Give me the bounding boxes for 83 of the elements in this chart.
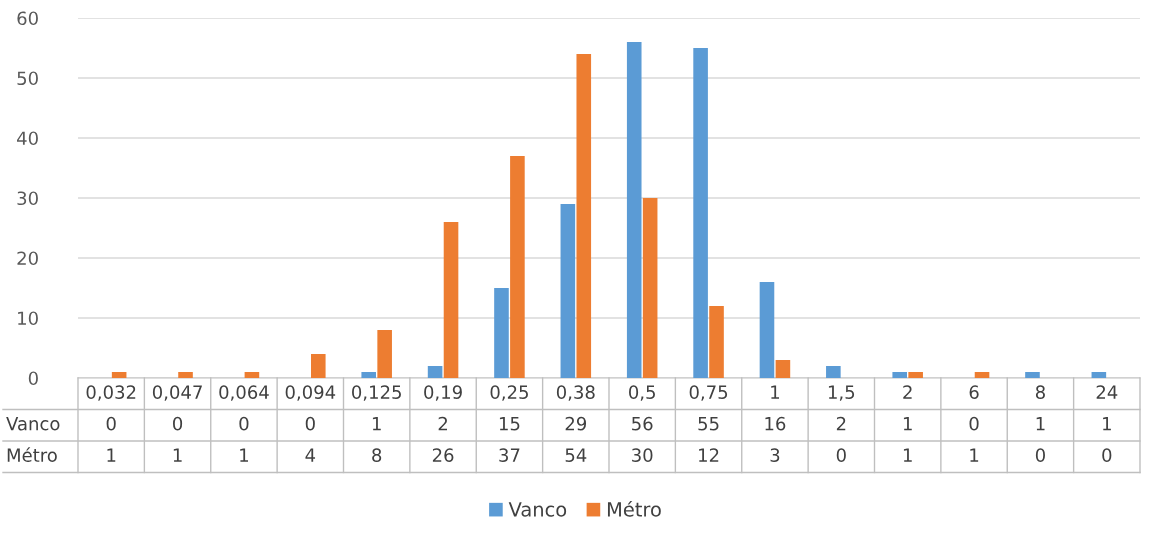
- y-tick-label: 30: [17, 191, 38, 206]
- x-tick-label: 0,064: [219, 385, 269, 401]
- bar: [1091, 372, 1107, 378]
- data-label: 37: [499, 448, 520, 462]
- bar: [759, 282, 775, 378]
- data-label: 29: [565, 416, 587, 431]
- data-label: 1: [903, 417, 912, 431]
- x-tick-label: 1: [771, 385, 780, 399]
- x-tick-label: 2: [903, 385, 912, 399]
- y-tick-label: 40: [17, 131, 38, 146]
- bar: [178, 372, 193, 378]
- x-tick-label: 24: [1096, 385, 1118, 399]
- bar: [244, 372, 260, 378]
- bar: [892, 372, 908, 378]
- data-label: 26: [432, 448, 454, 462]
- data-label: 1: [903, 448, 912, 462]
- data-label: 16: [765, 416, 786, 431]
- bar: [443, 222, 459, 378]
- bar: [510, 156, 525, 378]
- bar: [908, 372, 923, 378]
- legend-label: Métro: [607, 500, 661, 517]
- data-label: 1: [1103, 417, 1111, 431]
- bar: [775, 360, 791, 378]
- data-label: 54: [565, 448, 587, 462]
- bar: [1025, 372, 1040, 378]
- bar: [826, 366, 841, 378]
- text: Vanco: [6, 417, 60, 431]
- data-label: 0: [836, 448, 846, 462]
- data-label: 1: [173, 448, 182, 462]
- bar: [642, 198, 658, 378]
- bar: [693, 48, 708, 378]
- bar: [974, 372, 990, 378]
- bar: [310, 354, 326, 378]
- bar: [361, 372, 377, 378]
- x-tick-label: 0,5: [629, 385, 655, 401]
- bar: [576, 54, 592, 378]
- data-label: 0: [969, 416, 979, 431]
- data-label: 0: [305, 416, 315, 431]
- data-label: 1: [970, 448, 979, 462]
- bar: [626, 42, 642, 378]
- y-tick-label: 0: [28, 371, 38, 386]
- x-tick-label: 0,19: [424, 385, 462, 401]
- y-tick-label: 20: [17, 251, 38, 266]
- data-label: 2: [836, 416, 846, 431]
- x-tick-label: 0,75: [689, 385, 728, 401]
- data-label: 0: [1035, 448, 1045, 462]
- data-label: 0: [1102, 448, 1112, 462]
- data-label: 12: [699, 448, 719, 462]
- x-tick-label: 8: [1035, 385, 1045, 399]
- data-label: 2: [438, 416, 447, 431]
- data-label: 15: [499, 417, 520, 431]
- bar: [494, 288, 509, 378]
- x-tick-label: 0,032: [86, 385, 136, 401]
- x-tick-label: 0,38: [556, 385, 595, 401]
- data-label: 3: [770, 448, 780, 462]
- y-tick-label: 60: [17, 11, 38, 26]
- x-tick-label: 0,125: [352, 385, 401, 401]
- x-tick-label: 1,5: [828, 385, 855, 401]
- legend-label: Vanco: [508, 502, 567, 517]
- x-tick-label: 0,094: [285, 385, 336, 401]
- x-tick-label: 0,25: [490, 385, 528, 401]
- data-label: 1: [240, 448, 249, 462]
- bar: [377, 330, 392, 378]
- data-label: 0: [239, 416, 249, 431]
- data-label: 1: [1036, 417, 1045, 431]
- data-label: 8: [372, 448, 382, 462]
- data-label: 1: [107, 448, 116, 462]
- x-tick-label: 0,047: [152, 385, 202, 401]
- data-label: 30: [632, 448, 653, 462]
- y-tick-label: 10: [18, 311, 38, 326]
- y-tick-label: 50: [17, 71, 38, 86]
- data-label: 4: [305, 448, 316, 462]
- data-label: 0: [106, 416, 116, 431]
- data-label: 56: [632, 416, 653, 431]
- data-label: 55: [698, 417, 719, 431]
- text: Métro: [7, 447, 57, 462]
- data-label: 0: [173, 416, 183, 431]
- bar: [560, 204, 576, 378]
- bar: [427, 366, 443, 378]
- bar: [111, 372, 127, 378]
- data-label: 1: [372, 417, 381, 431]
- x-tick-label: 6: [969, 385, 979, 399]
- bar: [709, 306, 724, 378]
